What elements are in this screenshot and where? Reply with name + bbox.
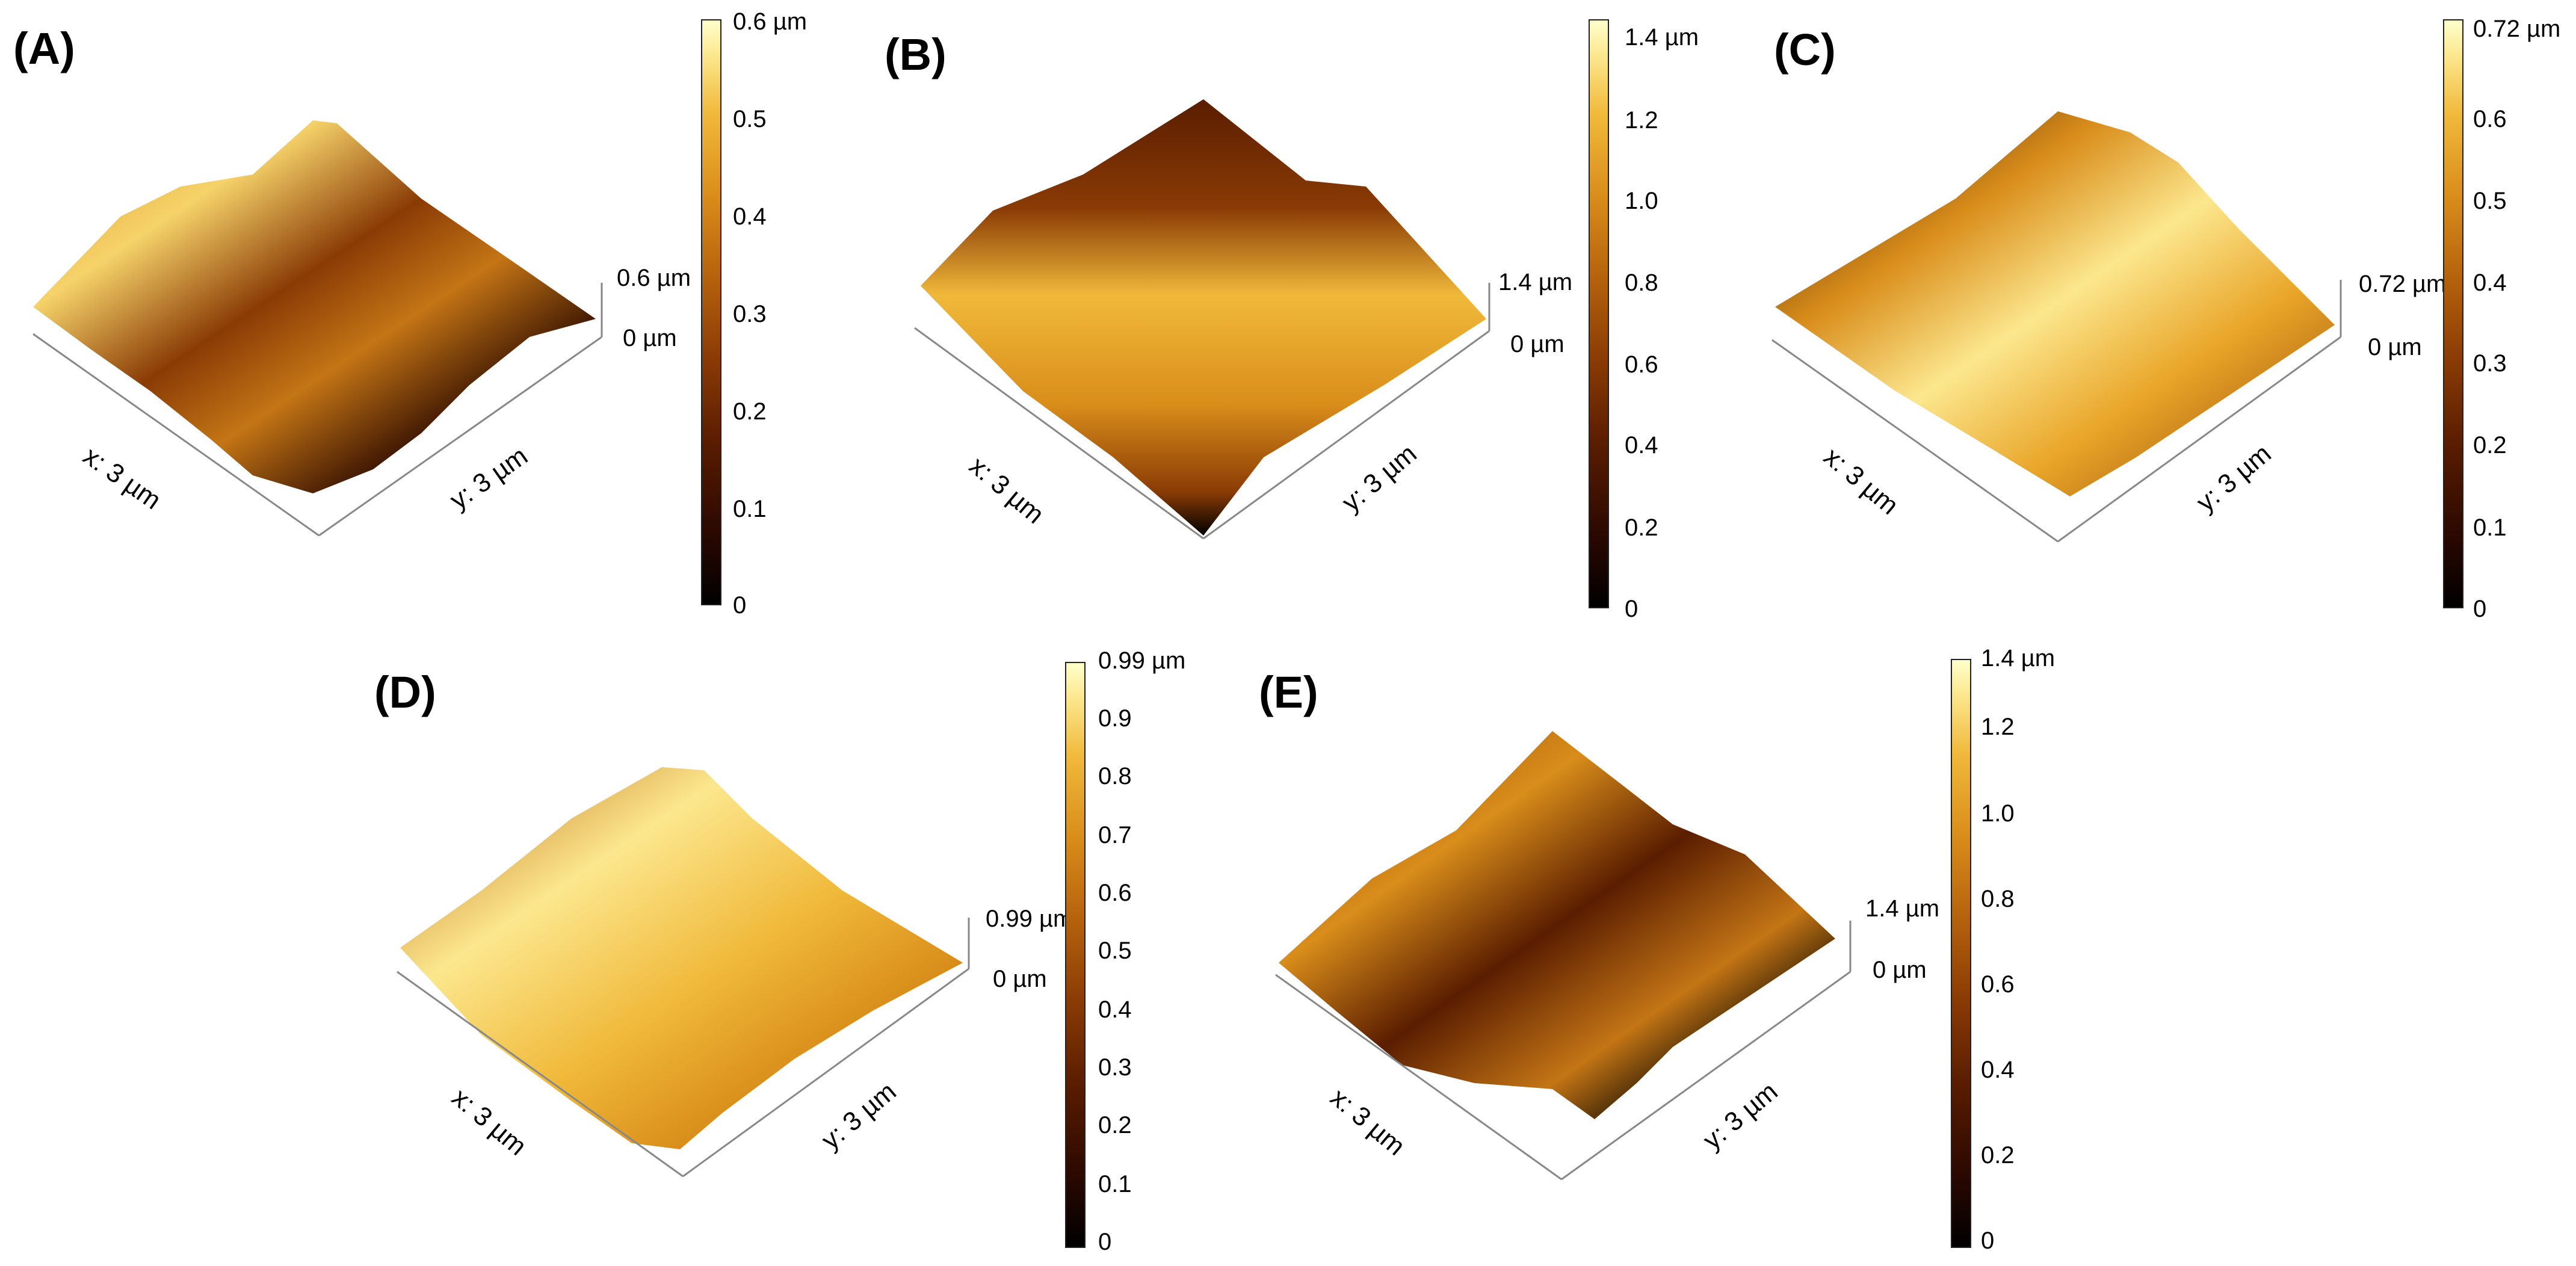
- panel-c-surface: [1771, 111, 2342, 543]
- panel-a-x-axis-line: [32, 333, 320, 537]
- panel-d-y-axis-line: [682, 968, 969, 1178]
- panel-c-y-axis-line: [2057, 336, 2341, 543]
- panel-c-colorbar-tick: 0.5: [2473, 188, 2507, 214]
- panel-c-colorbar-tick: 0.3: [2473, 350, 2507, 377]
- panel-d-surface: [397, 767, 970, 1178]
- panel-b-x-axis-line: [914, 327, 1204, 540]
- panel-d-colorbar-tick: 0.8: [1098, 763, 1132, 789]
- panel-d-z-top-label: 0.99 µm: [986, 906, 1073, 932]
- panel-a-colorbar-tick: 0.3: [733, 301, 767, 327]
- panel-a-colorbar-tick: 0.1: [733, 496, 767, 522]
- panel-b-y-axis-line: [1203, 330, 1490, 540]
- panel-b-label: (B): [885, 29, 947, 79]
- panel-c-surface-fill: [1775, 111, 2335, 496]
- panel-d-colorbar-tick: 0.99 µm: [1098, 647, 1186, 674]
- panel-c-colorbar-tick: 0.72 µm: [2473, 16, 2561, 42]
- panel-a-y-axis-line: [318, 336, 602, 537]
- panel-c-colorbar-tick: 0: [2473, 596, 2487, 622]
- panel-e-z-top-label: 1.4 µm: [1865, 895, 1940, 922]
- panel-d-colorbar-tick: 0.6: [1098, 880, 1132, 906]
- panel-b-surface-fill: [921, 99, 1486, 536]
- panel-d-colorbar-tick: 0.2: [1098, 1112, 1132, 1138]
- panel-e-colorbar-tick: 0.8: [1981, 886, 2015, 912]
- panel-d-colorbar-tick: 0.3: [1098, 1054, 1132, 1081]
- panel-b-colorbar-tick: 0.2: [1625, 514, 1658, 541]
- panel-c-colorbar-tick: 0.6: [2473, 106, 2507, 132]
- panel-c-colorbar-tick: 0.4: [2473, 270, 2507, 296]
- panel-b-colorbar-tick: 1.2: [1625, 107, 1658, 134]
- panel-b-colorbar-tick: 0.6: [1625, 351, 1658, 378]
- panel-d-label: (D): [374, 667, 436, 717]
- panel-e-colorbar-tick: 1.4 µm: [1981, 645, 2056, 672]
- panel-e-colorbar-tick: 1.2: [1981, 714, 2015, 740]
- panel-a-colorbar-tick: 0.2: [733, 398, 767, 425]
- panel-b-z-bottom-label: 0 µm: [1510, 331, 1564, 357]
- panel-e-surface-fill: [1279, 731, 1835, 1119]
- panel-b-colorbar-tick: 0: [1625, 596, 1639, 622]
- panel-d-colorbar-tick: 0.1: [1098, 1171, 1132, 1197]
- panel-a-label: (A): [13, 23, 75, 73]
- panel-b-colorbar-tick: 1.0: [1625, 188, 1658, 214]
- panel-c-x-axis-line: [1771, 339, 2059, 543]
- panel-b-surface: [914, 99, 1490, 540]
- panel-c-z-bottom-label: 0 µm: [2368, 334, 2422, 360]
- panel-b-z-top-label: 1.4 µm: [1498, 269, 1573, 295]
- panel-a-colorbar-tick: 0.4: [733, 203, 767, 230]
- panel-a-surface: [32, 120, 603, 537]
- panel-a-surface-fill: [33, 120, 596, 493]
- panel-e-colorbar-tick: 0.4: [1981, 1057, 2015, 1083]
- panel-d-colorbar-tick: 0.9: [1098, 705, 1132, 732]
- panel-d-x-axis-line: [397, 971, 684, 1178]
- panel-e-y-axis-line: [1561, 971, 1851, 1181]
- panel-a-colorbar: [701, 19, 721, 605]
- panel-d-colorbar-tick: 0.5: [1098, 937, 1132, 964]
- panel-a-z-top-label: 0.6 µm: [617, 265, 691, 291]
- panel-e-label: (E): [1259, 667, 1318, 717]
- panel-a-colorbar-tick: 0.5: [733, 106, 767, 132]
- panel-c-colorbar-tick: 0.2: [2473, 432, 2507, 459]
- panel-a-colorbar-tick: 0: [733, 592, 747, 619]
- panel-a-z-bottom-label: 0 µm: [623, 325, 677, 351]
- panel-d-colorbar-tick: 0.4: [1098, 996, 1132, 1023]
- panel-e-colorbar-tick: 0.6: [1981, 971, 2015, 998]
- panel-c-z-top-label: 0.72 µm: [2359, 271, 2447, 297]
- panel-e-x-axis-line: [1275, 974, 1562, 1181]
- panel-e-colorbar-tick: 0: [1981, 1227, 1995, 1254]
- panel-d-colorbar: [1065, 662, 1086, 1248]
- panel-d-surface-fill: [400, 767, 963, 1149]
- panel-b-colorbar-tick: 1.4 µm: [1625, 24, 1699, 51]
- panel-e-surface: [1275, 731, 1852, 1181]
- panel-b-colorbar-tick: 0.8: [1625, 270, 1658, 296]
- panel-d-colorbar-tick: 0: [1098, 1229, 1112, 1255]
- panel-a-colorbar-tick: 0.6 µm: [733, 8, 808, 35]
- panel-c-colorbar-tick: 0.1: [2473, 514, 2507, 541]
- panel-b-colorbar: [1589, 19, 1609, 608]
- panel-c-colorbar: [2443, 19, 2463, 608]
- panel-e-colorbar-tick: 0.2: [1981, 1142, 2015, 1169]
- panel-e-colorbar: [1951, 659, 1971, 1248]
- panel-d-z-bottom-label: 0 µm: [993, 966, 1047, 992]
- panel-e-colorbar-tick: 1.0: [1981, 800, 2015, 827]
- panel-e-z-bottom-label: 0 µm: [1873, 957, 1927, 983]
- panel-c-label: (C): [1774, 25, 1836, 75]
- panel-b-colorbar-tick: 0.4: [1625, 432, 1658, 459]
- panel-d-colorbar-tick: 0.7: [1098, 822, 1132, 848]
